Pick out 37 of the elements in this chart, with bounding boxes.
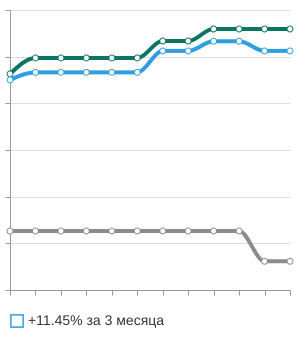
point xyxy=(6,76,14,84)
point xyxy=(236,38,243,45)
point xyxy=(6,228,14,234)
point xyxy=(108,228,116,234)
point xyxy=(57,68,64,76)
point xyxy=(210,38,218,45)
legend-label: +11.45% за 3 месяца xyxy=(28,312,164,328)
point xyxy=(159,47,166,54)
point xyxy=(108,54,116,62)
point xyxy=(286,26,294,32)
point xyxy=(32,54,39,62)
point xyxy=(32,228,39,234)
point xyxy=(236,26,243,32)
point xyxy=(286,258,294,265)
point xyxy=(134,228,141,234)
point xyxy=(159,228,166,234)
point xyxy=(286,47,294,54)
point xyxy=(159,38,166,44)
point xyxy=(82,228,90,234)
point xyxy=(82,54,90,62)
point xyxy=(184,38,192,44)
point xyxy=(210,26,218,32)
point xyxy=(261,47,268,54)
point xyxy=(134,68,141,76)
point xyxy=(108,68,116,76)
point xyxy=(57,54,64,62)
point xyxy=(184,47,192,54)
point xyxy=(261,258,268,265)
point xyxy=(184,228,192,234)
point xyxy=(134,54,141,62)
point xyxy=(82,68,90,76)
point xyxy=(261,26,268,32)
point xyxy=(32,68,39,76)
point xyxy=(57,228,64,234)
point xyxy=(236,228,243,234)
point xyxy=(210,228,218,234)
point xyxy=(6,70,14,78)
